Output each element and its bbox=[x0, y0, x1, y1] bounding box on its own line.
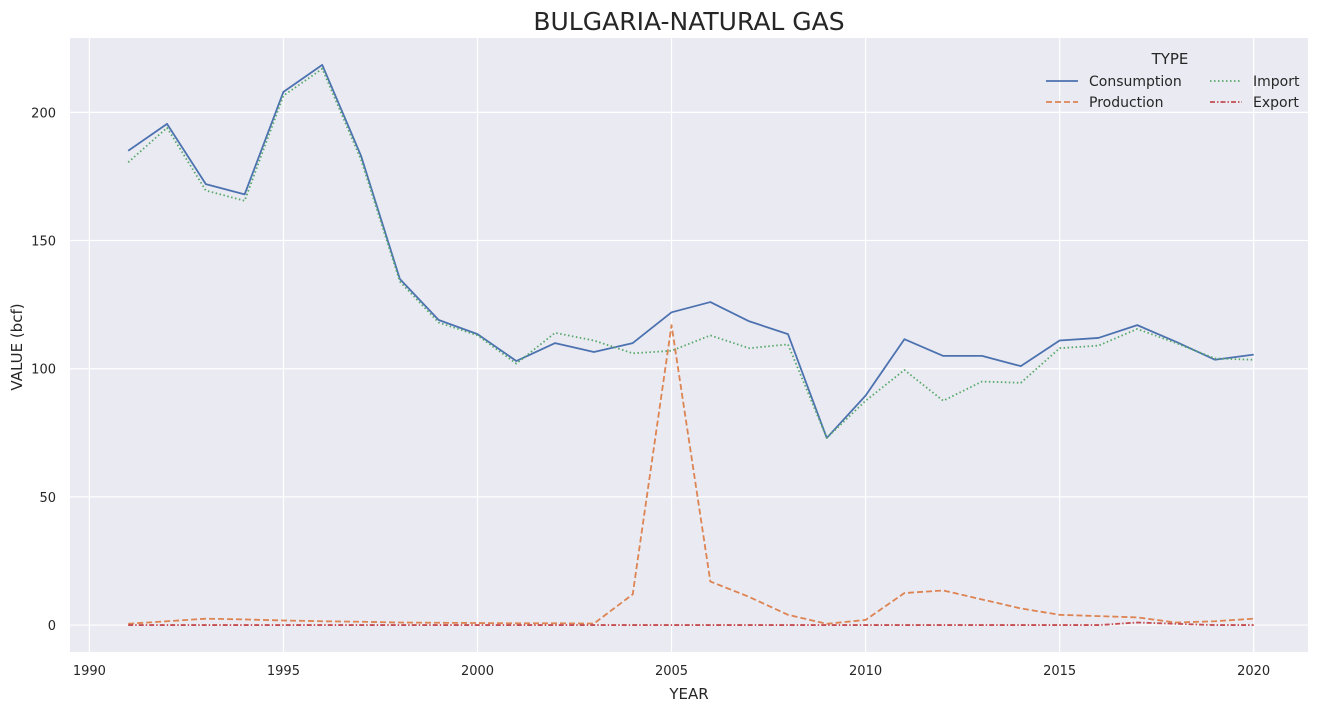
legend-title: TYPE bbox=[1151, 50, 1189, 68]
y-axis-label: VALUE (bcf) bbox=[8, 303, 26, 390]
x-tick-label: 2010 bbox=[849, 664, 882, 679]
x-axis-label: YEAR bbox=[668, 685, 708, 703]
x-tick-label: 2005 bbox=[655, 664, 688, 679]
y-tick-label: 0 bbox=[48, 619, 56, 634]
x-tick-label: 2015 bbox=[1043, 664, 1076, 679]
y-axis-ticks: 0 50 100 150 200 bbox=[31, 106, 56, 634]
series-line-import bbox=[127, 67, 1254, 439]
series-lines bbox=[127, 64, 1254, 626]
y-tick-label: 100 bbox=[31, 363, 56, 378]
x-tick-label: 2000 bbox=[461, 664, 494, 679]
series-line-consumption bbox=[127, 64, 1254, 439]
legend: TYPE Consumption Production Import Export bbox=[1046, 50, 1300, 111]
legend-label-production: Production bbox=[1089, 95, 1163, 111]
x-tick-label: 1990 bbox=[73, 664, 106, 679]
series-line-export bbox=[128, 621, 1254, 626]
x-tick-label: 1995 bbox=[267, 664, 300, 679]
y-tick-label: 150 bbox=[31, 235, 56, 250]
legend-label-export: Export bbox=[1253, 95, 1299, 111]
legend-label-import: Import bbox=[1253, 74, 1300, 90]
y-tick-label: 50 bbox=[39, 491, 56, 506]
x-tick-label: 2020 bbox=[1237, 664, 1270, 679]
x-axis-ticks: 1990 1995 2000 2005 2010 2015 2020 bbox=[73, 664, 1270, 679]
chart-title: BULGARIA-NATURAL GAS bbox=[533, 7, 844, 36]
legend-label-consumption: Consumption bbox=[1089, 74, 1182, 90]
y-tick-label: 200 bbox=[31, 106, 56, 121]
plot-area bbox=[70, 38, 1308, 652]
